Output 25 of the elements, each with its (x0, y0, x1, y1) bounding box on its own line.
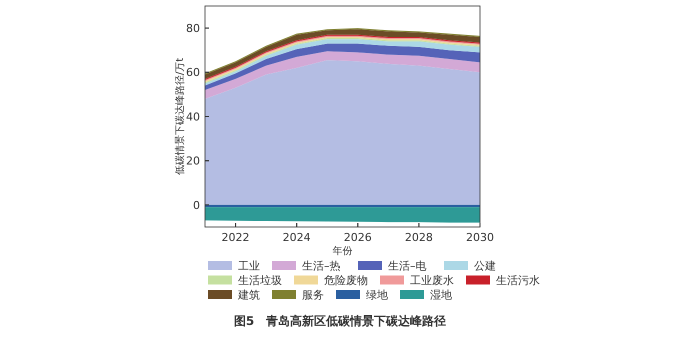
legend-label: 湿地 (430, 288, 452, 302)
y-tick-label: 0 (193, 198, 200, 212)
legend-label: 生活垃圾 (238, 274, 282, 287)
y-tick-label: 20 (186, 154, 200, 168)
x-tick-label: 2022 (222, 231, 250, 244)
legend-label: 服务 (302, 288, 324, 302)
legend-label: 工业废水 (410, 274, 454, 287)
legend-label: 建筑 (237, 288, 260, 302)
legend-label: 生活污水 (496, 274, 540, 287)
legend-label: 工业 (238, 260, 260, 272)
legend-label: 公建 (474, 260, 496, 272)
x-tick-label: 2024 (282, 231, 311, 244)
x-tick-label: 2026 (344, 231, 372, 244)
y-tick-label: 40 (186, 110, 200, 124)
x-tick-label: 2030 (466, 231, 494, 244)
text: 图5 青岛高新区低碳情景下碳达峰路径 (234, 314, 446, 328)
y-axis-title: 低碳情景下碳达峰路径/万t (174, 58, 186, 176)
x-axis-title: 年份 (332, 245, 352, 257)
y-tick-label: 80 (186, 22, 200, 35)
y-tick-label: 60 (186, 66, 200, 80)
legend-label: 危险废物 (324, 274, 368, 287)
legend-label: 生活–热 (302, 260, 340, 272)
legend-label: 生活–电 (388, 260, 426, 272)
legend-label: 绿地 (366, 288, 388, 302)
x-tick-label: 2028 (404, 231, 433, 244)
